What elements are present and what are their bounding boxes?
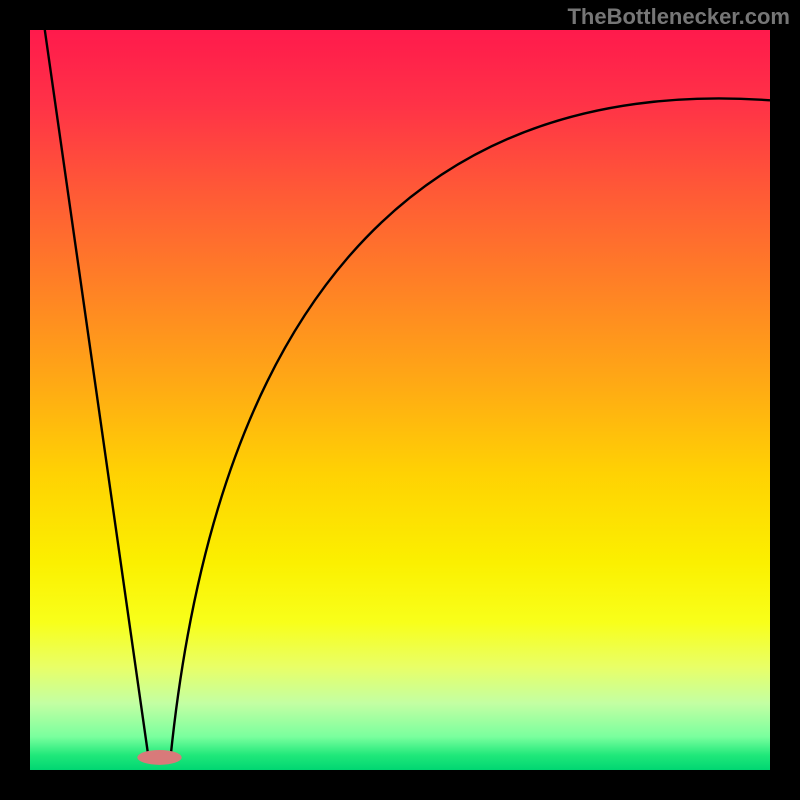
chart-container: TheBottlenecker.com	[0, 0, 800, 800]
watermark-text: TheBottlenecker.com	[567, 4, 790, 30]
optimal-point-marker	[137, 750, 181, 765]
chart-background-gradient	[30, 30, 770, 770]
bottleneck-chart	[0, 0, 800, 800]
